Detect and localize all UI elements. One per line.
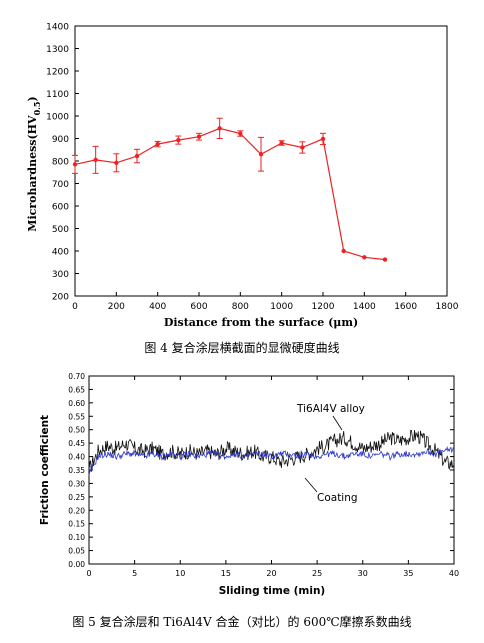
y-tick-label: 0.60	[68, 399, 85, 408]
friction-chart: 0.00 0.05 0.10 0.15 0.20 0.25 0.30 0.35 0.40 0.45…	[39, 372, 459, 597]
y-tick-label: 1200	[46, 68, 69, 78]
y-tick-label: 0.70	[68, 372, 85, 381]
x-tick-label: 5	[132, 569, 137, 578]
data-point	[196, 134, 202, 139]
data-point	[362, 255, 367, 260]
annotation-coating-arrow	[304, 477, 318, 493]
x-axis-label: Distance from the surface (μm)	[164, 316, 358, 329]
x-tick-label: 1600	[394, 302, 417, 312]
data-point	[341, 248, 346, 254]
x-tick-label: 1800	[436, 302, 459, 312]
y-tick-label: 0.15	[68, 520, 85, 529]
y-tick-label: 1100	[46, 90, 69, 100]
plot-frame-2	[88, 375, 455, 565]
microhardness-chart: 200 300 400 500 600 700 800 900 1000 1100 1200 1300…	[26, 23, 459, 330]
x-tick-label: 25	[312, 569, 322, 578]
y-tick-label: 900	[52, 135, 69, 145]
microhardness-series-line	[74, 127, 386, 261]
y-tick-label: 0.50	[68, 426, 85, 435]
y-tick-label: 400	[52, 248, 69, 258]
ti6al4v-alloy-series-line	[88, 429, 455, 472]
x-tick-label: 15	[221, 569, 231, 578]
y-tick-label: 500	[52, 225, 69, 235]
coating-series-line	[88, 445, 455, 476]
data-point	[238, 131, 243, 136]
x-tick-label: 10	[175, 569, 185, 578]
data-point	[279, 140, 284, 146]
figure-4-caption: 图 4 复合涂层横截面的显微硬度曲线	[144, 341, 340, 355]
y-tick-label: 0.30	[68, 479, 85, 488]
data-point	[258, 152, 264, 157]
x-tick-label: 800	[232, 302, 249, 312]
y-tick-label: 1400	[46, 23, 69, 33]
x-tick-label: 200	[108, 302, 125, 312]
data-point	[134, 153, 140, 159]
data-point	[300, 145, 305, 150]
y-tick-label: 300	[52, 270, 69, 280]
y-tick-label: 0.65	[68, 385, 85, 394]
y-tick-label: 0.05	[68, 547, 85, 556]
y-axis-label-2: Friction coefficient	[39, 415, 51, 525]
y-tick-label: 0.10	[68, 533, 85, 542]
y-axis-label: Microhardness(HV0.5)	[26, 96, 42, 231]
y-tick-label: 0.20	[68, 506, 85, 515]
y-tick-label: 0.25	[68, 493, 85, 502]
x-axis-label-2: Sliding time (min)	[219, 585, 325, 597]
data-point	[176, 137, 181, 143]
y-tick-label: 0.40	[68, 453, 85, 462]
x-tick-label: 1400	[353, 302, 376, 312]
x-tick-label: 1000	[270, 302, 293, 312]
data-point	[155, 141, 160, 147]
y-tick-label: 1300	[46, 45, 69, 55]
data-point	[217, 126, 222, 131]
y-tick-label: 200	[52, 293, 69, 303]
annotation-ti6al4v: Ti6Al4V alloy	[296, 403, 365, 415]
x-tick-label: 20	[266, 569, 276, 578]
y-tick-label: 1000	[46, 113, 69, 123]
figure-5-caption: 图 5 复合涂层和 Ti6Al4V 合金（对比）的 600℃摩擦系数曲线	[72, 615, 412, 629]
x-tick-label: 400	[149, 302, 166, 312]
y-tick-label: 0.35	[68, 466, 85, 475]
y-tick-label: 0.45	[68, 439, 85, 448]
data-point	[114, 160, 119, 165]
y-tick-label: 800	[52, 158, 69, 168]
x-tick-label: 0	[86, 569, 91, 578]
data-point	[382, 257, 388, 262]
y-tick-label: 0.00	[68, 560, 85, 569]
x-tick-label: 0	[72, 302, 78, 312]
x-tick-label: 40	[449, 569, 459, 578]
data-point	[72, 162, 78, 167]
data-point	[93, 157, 98, 163]
y-tick-label: 0.55	[68, 412, 85, 421]
x-tick-label: 1200	[312, 302, 335, 312]
annotation-ti6al4v-arrow	[332, 415, 343, 431]
x-tick-label: 600	[190, 302, 207, 312]
annotation-coating: Coating	[317, 492, 358, 504]
x-tick-label: 35	[403, 569, 413, 578]
y-tick-label: 700	[52, 180, 69, 190]
y-tick-label: 600	[52, 203, 69, 213]
x-tick-label: 30	[358, 569, 368, 578]
data-point	[320, 136, 326, 142]
